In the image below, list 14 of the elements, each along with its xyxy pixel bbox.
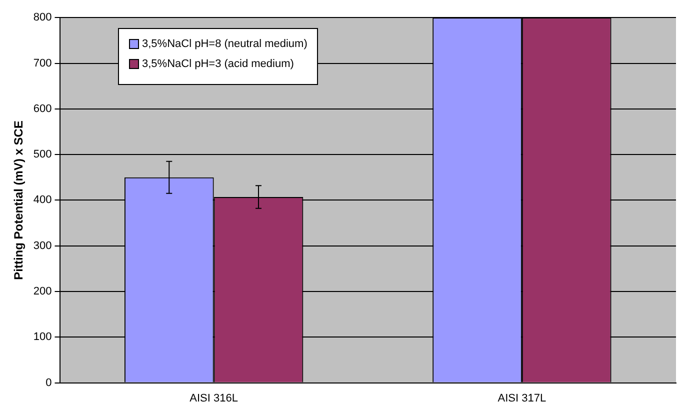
y-axis-title: Pitting Potential (mV) x SCE	[12, 120, 26, 280]
y-tick-label: 200	[33, 286, 52, 298]
y-tick-label: 800	[33, 12, 52, 24]
legend-label: 3,5%NaCl pH=8 (neutral medium)	[142, 38, 308, 50]
y-tick-label: 600	[33, 102, 52, 115]
x-tick-label: AISI 316L	[190, 392, 238, 404]
y-tick-label: 0	[46, 376, 52, 389]
legend-label: 3,5%NaCl pH=3 (acid medium)	[142, 58, 294, 70]
y-tick-label: 700	[33, 57, 52, 70]
x-tick-label: AISI 317L	[498, 392, 546, 404]
y-tick-label: 400	[33, 194, 52, 206]
y-tick-label: 300	[33, 240, 52, 252]
y-tick-label: 500	[33, 148, 52, 161]
y-tick-label: 100	[33, 331, 52, 344]
